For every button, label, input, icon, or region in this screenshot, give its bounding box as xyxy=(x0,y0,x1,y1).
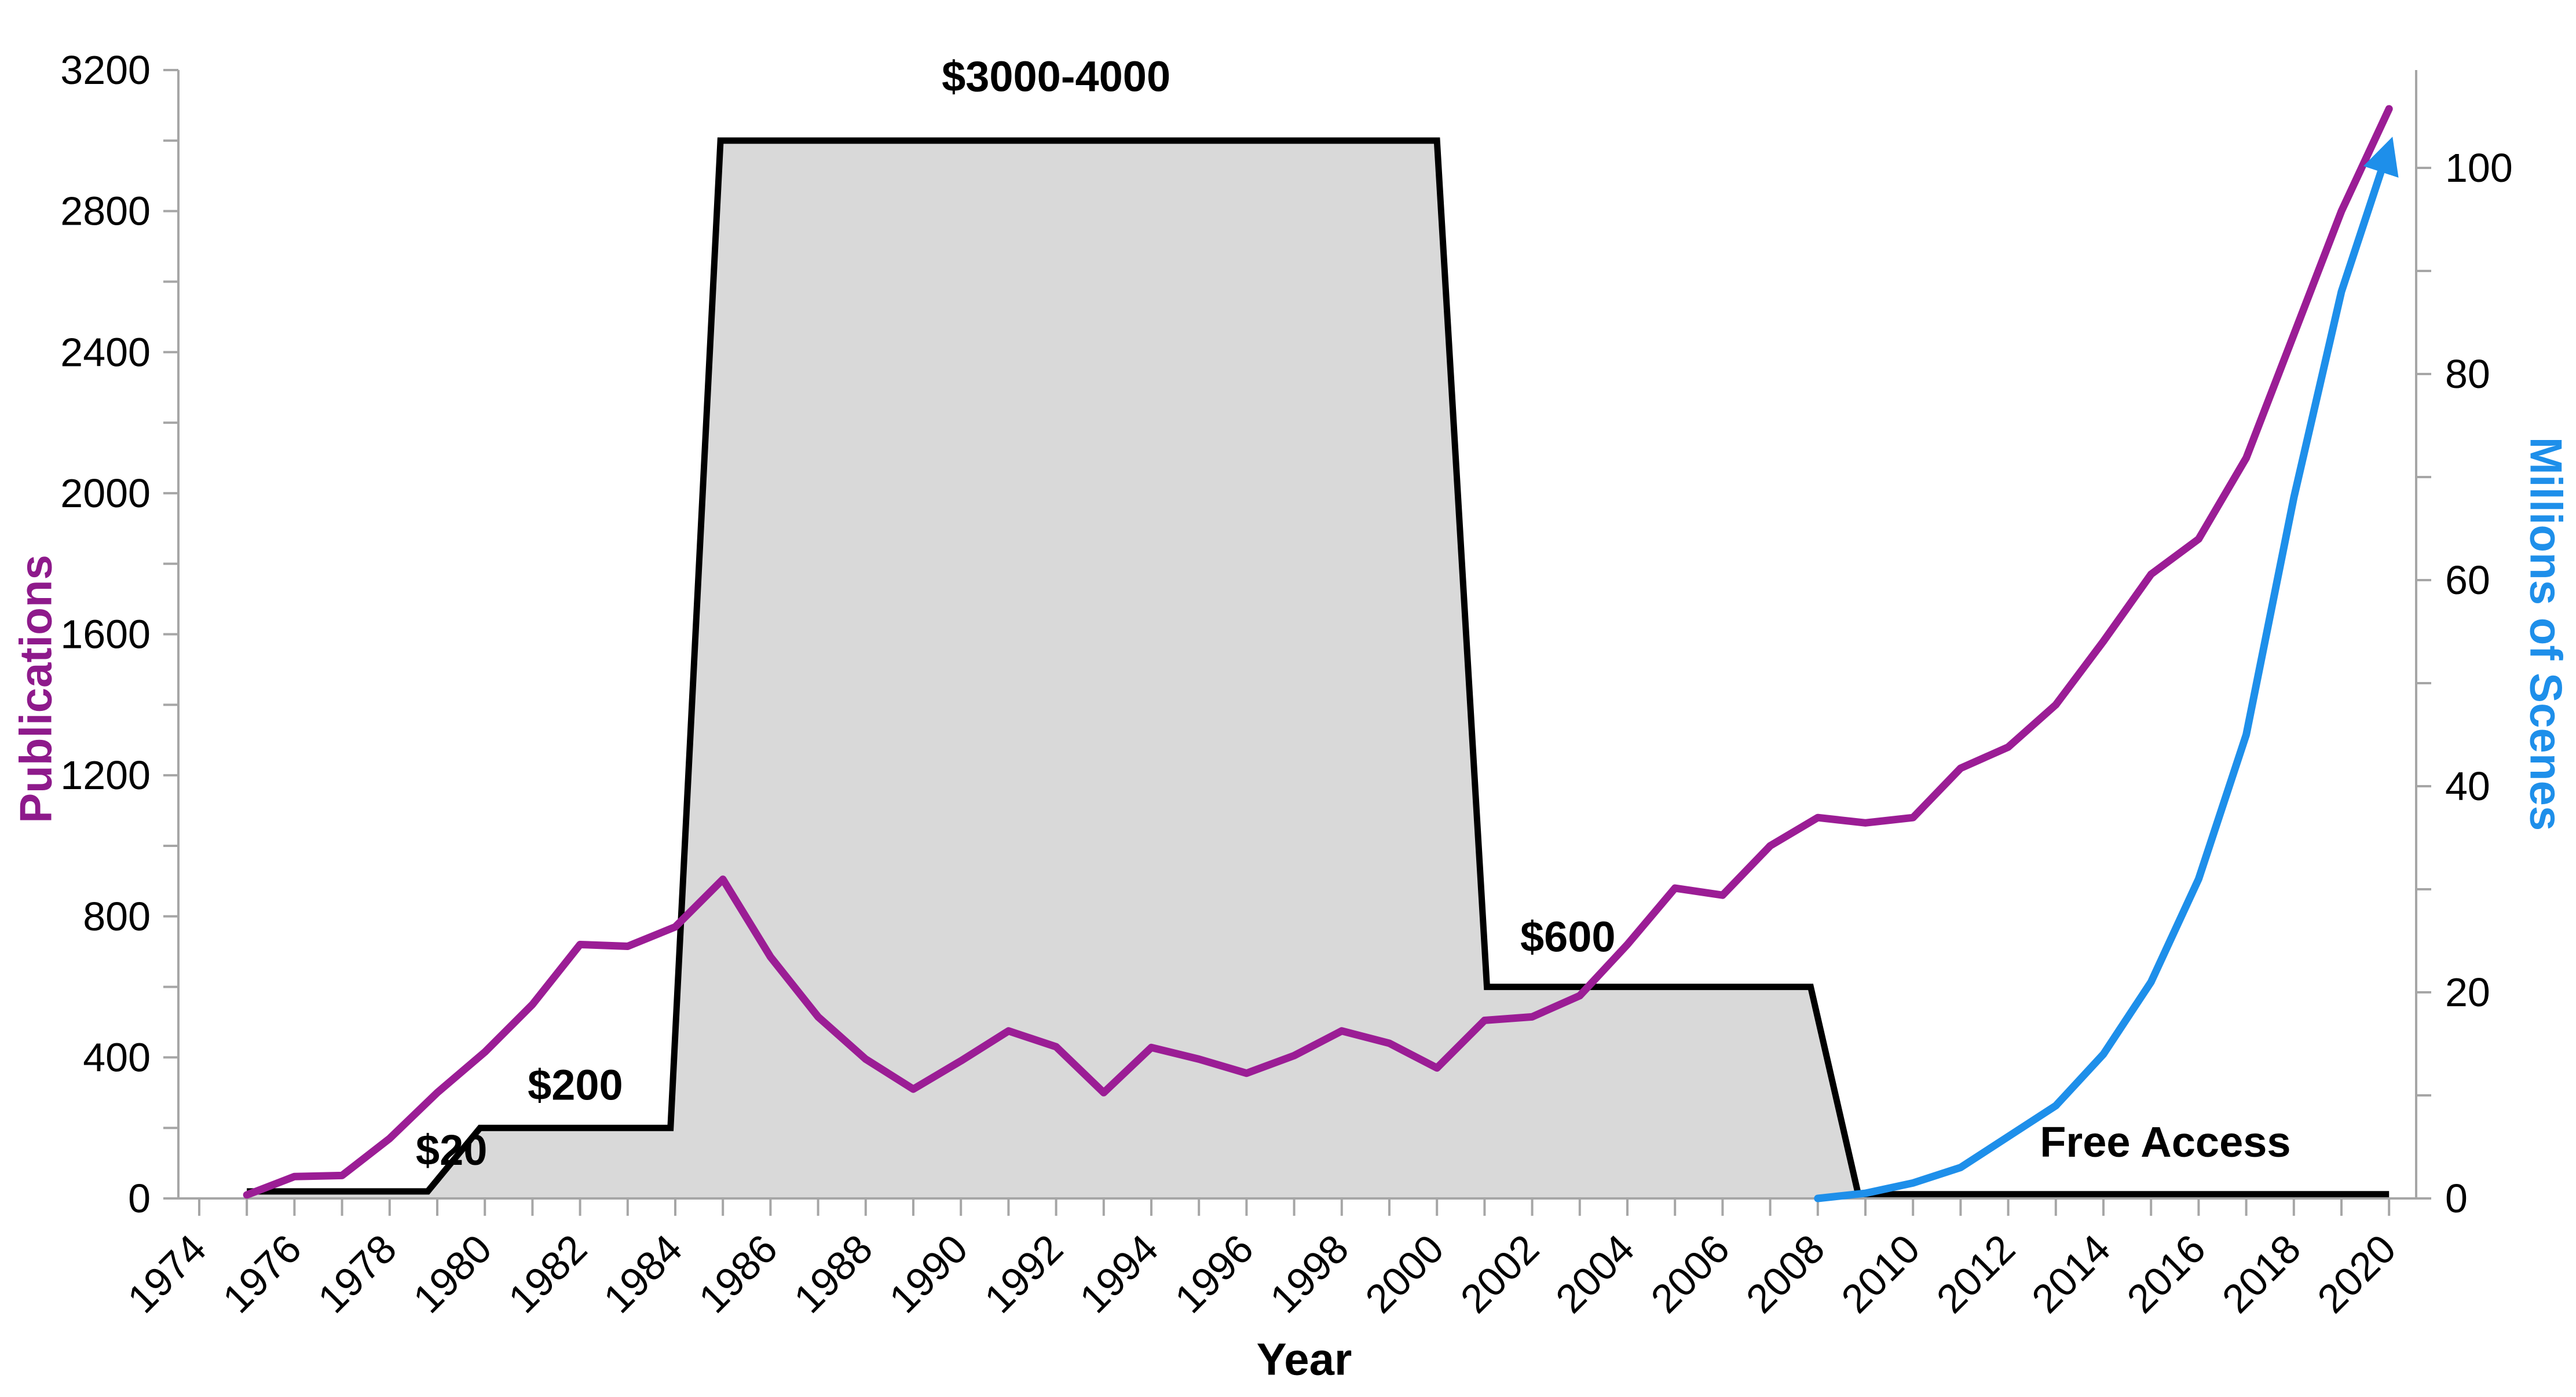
left-axis-tick-label: 0 xyxy=(128,1176,151,1221)
x-axis-tick-label: 1986 xyxy=(690,1226,786,1321)
x-axis-tick-label: 1992 xyxy=(976,1226,1071,1321)
x-axis-tick-label: 1982 xyxy=(500,1226,595,1321)
x-axis-tick-label: 2012 xyxy=(1928,1226,2024,1321)
left-axis-tick-label: 3200 xyxy=(60,47,151,93)
x-axis-tick-label: 1994 xyxy=(1071,1226,1166,1321)
x-axis-tick-label: 2018 xyxy=(2213,1226,2309,1321)
publications-line xyxy=(243,105,2393,1199)
price-step-line xyxy=(247,137,2390,1198)
price-step-area xyxy=(247,140,2390,1198)
right-axis-tick-label: 40 xyxy=(2445,764,2490,809)
right-axis-tick-label: 100 xyxy=(2445,145,2513,190)
x-axis-tick-label: 2000 xyxy=(1357,1226,1452,1321)
left-axis-tick-label: 2400 xyxy=(60,329,151,375)
left-axis-tick-label: 1200 xyxy=(60,753,151,798)
right-axis-tick-label: 60 xyxy=(2445,558,2490,603)
x-axis-tick-label: 1978 xyxy=(309,1226,405,1321)
annotation-free-access: Free Access xyxy=(2040,1118,2290,1166)
x-axis-tick-label: 2010 xyxy=(1833,1226,1929,1321)
right-axis-tick-label: 80 xyxy=(2445,351,2490,397)
scenes-line xyxy=(1814,137,2399,1202)
x-axis-tick-label: 1984 xyxy=(595,1226,690,1321)
x-axis-tick-label: 2004 xyxy=(1547,1226,1642,1321)
right-axis-tick-label: 20 xyxy=(2445,970,2490,1015)
right-axis-title: Millions of Scenes xyxy=(2520,437,2572,831)
left-axis-title: Publications xyxy=(10,555,61,823)
x-axis-tick-label: 1976 xyxy=(214,1226,310,1321)
left-axis-tick-label: 1600 xyxy=(60,612,151,657)
x-axis-tick-label: 2008 xyxy=(1737,1226,1833,1321)
left-axis-tick-label: 800 xyxy=(83,894,151,939)
left-axis-tick-label: 2800 xyxy=(60,189,151,234)
x-axis-tick-label: 1974 xyxy=(119,1226,214,1321)
x-axis-tick-label: 1980 xyxy=(405,1226,500,1321)
right-axis-tick-label: 0 xyxy=(2445,1176,2468,1221)
x-axis-tick-label: 2016 xyxy=(2118,1226,2214,1321)
x-axis-tick-label: 1998 xyxy=(1261,1226,1357,1321)
left-axis-tick-label: 400 xyxy=(83,1035,151,1080)
x-axis-tick-label: 1990 xyxy=(881,1226,976,1321)
annotation--600: $600 xyxy=(1520,913,1616,961)
x-axis-tick-label: 2020 xyxy=(2309,1226,2405,1321)
annotation--3000-4000: $3000-4000 xyxy=(942,53,1170,101)
annotation--20: $20 xyxy=(416,1126,487,1174)
annotation--200: $200 xyxy=(528,1061,623,1109)
x-axis-tick-label: 2014 xyxy=(2023,1226,2118,1321)
left-axis-tick-label: 2000 xyxy=(60,471,151,516)
x-axis-tick-label: 2002 xyxy=(1452,1226,1547,1321)
x-axis-tick-label: 1996 xyxy=(1166,1226,1262,1321)
x-axis-tick-label: 1988 xyxy=(785,1226,881,1321)
x-axis-title: Year xyxy=(1256,1333,1352,1385)
x-axis-tick-label: 2006 xyxy=(1642,1226,1738,1321)
